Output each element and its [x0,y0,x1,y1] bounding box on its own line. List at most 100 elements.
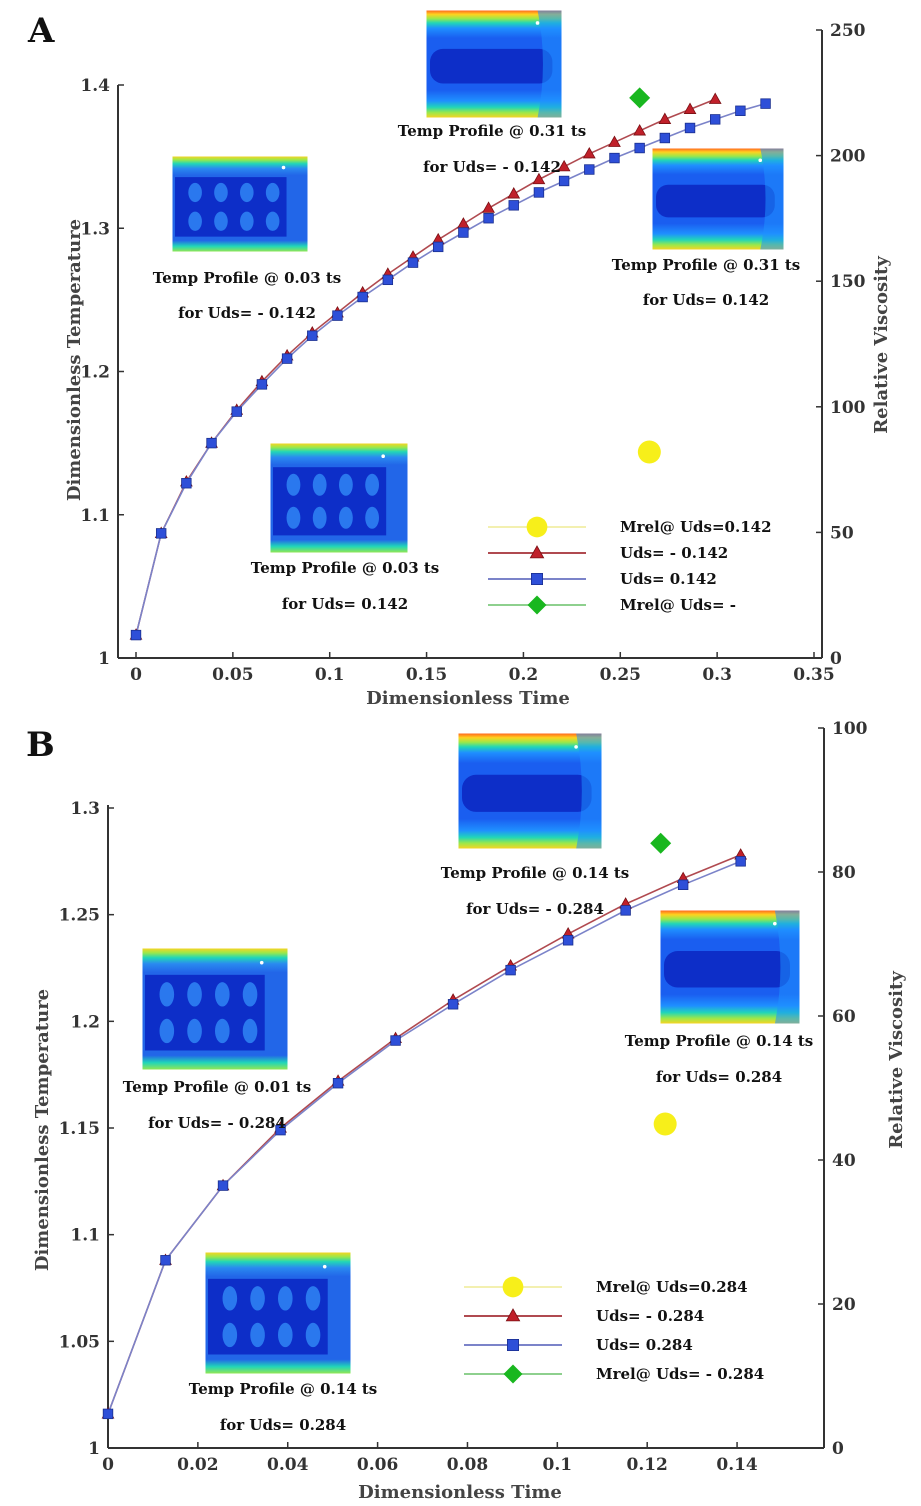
temperature-contour-inset [269,442,409,554]
legend-label: Mrel@ Uds= - [620,596,736,614]
x-tick-label: 0.14 [716,1455,758,1475]
inset-caption: Temp Profile @ 0.14 ts [625,1032,813,1050]
series-1-point [620,905,631,916]
contour-cell [265,182,280,203]
series-1-point [684,122,696,134]
legend-item: Uds= 0.284 [464,1336,693,1354]
inset-caption: for Uds= 0.142 [282,595,408,613]
series-0-point [482,201,495,213]
series-0-point [582,146,596,159]
panel-a-inset-3: Temp Profile @ 0.31 ts for Uds= 0.142 [612,147,800,309]
legend-item: Mrel@ Uds= - [488,595,736,615]
series-1-point [407,257,419,268]
x-tick-label: 0.12 [626,1455,667,1475]
y-tick-label: 1.2 [80,363,110,383]
series-1-point [677,879,689,891]
y-tick-label: 1.1 [80,506,110,526]
x-tick-label: 0.25 [600,665,641,685]
series-1-point [281,353,293,364]
contour-probe-dot [259,960,264,965]
contour-cell [187,982,202,1007]
contour-frame [204,1251,352,1375]
panel-a-y-axis-title: Dimensionless Temperature [64,219,85,501]
panel-b-y2-ticks: 0 20 40 60 80 100 [818,719,868,1459]
series-1-point [735,105,746,116]
series-1-point [508,200,519,211]
series-1-point [584,164,595,175]
legend-item: Uds= 0.142 [488,570,717,588]
x-tick-label: 0.05 [212,665,253,685]
inset-caption: for Uds= 0.284 [220,1416,346,1434]
legend-item: Mrel@ Uds=0.142 [488,516,772,538]
series-1-point [483,213,494,224]
contour-core-band [430,48,553,84]
contour-frame [659,909,801,1025]
legend-marker [529,545,545,559]
series-1-point [562,935,574,946]
inset-caption: Temp Profile @ 0.31 ts [398,122,586,140]
contour-cell [242,982,258,1007]
panel-a-series-markers [129,87,771,641]
contour-probe-dot [322,1264,327,1269]
panel-b: B 0 0.02 0.04 0.06 0.08 0.1 0.12 0.14 11.051.11… [26,719,907,1503]
y-tick-label: 1.15 [59,1119,100,1139]
series-1-point [155,528,167,539]
x-tick-label: 0.04 [267,1455,309,1475]
legend-item: Uds= - 0.284 [464,1307,704,1325]
series-1-point [181,478,192,489]
y-tick-label: 1 [98,649,110,669]
series-1-point [256,379,268,390]
series-1-point [609,152,620,164]
contour-frame [425,9,563,119]
panel-a-inset-1: Temp Profile @ 0.31 ts for Uds= - 0.142 [398,9,586,176]
series-0-point [658,112,672,124]
series-0-point [456,217,470,229]
contour-cell [339,473,353,496]
panel-a-y2-axis-title: Relative Viscosity [871,256,892,434]
series-1-point [160,1255,171,1266]
panel-b-x-ticks: 0 0.02 0.04 0.06 0.08 0.1 0.12 0.14 [102,1442,758,1475]
series-1-point [533,187,545,198]
legend-marker [506,1339,519,1352]
contour-cell [240,182,254,203]
panel-b-x-axis-title: Dimensionless Time [358,1482,562,1503]
inset-caption: Temp Profile @ 0.03 ts [153,269,341,287]
series-1-point [760,98,771,109]
inset-caption: Temp Profile @ 0.31 ts [612,256,800,274]
series-1-point [275,1124,286,1136]
panel-b-inset-4: Temp Profile @ 0.14 ts for Uds= 0.284 [189,1251,377,1434]
panel-letter-b: B [26,725,55,765]
series-0-point [557,159,571,172]
legend-marker [526,516,548,538]
panel-b-y2-axis-title: Relative Viscosity [886,971,907,1149]
legend-label: Mrel@ Uds= - 0.284 [596,1365,764,1383]
temperature-contour-inset [457,732,603,850]
y2-tick-label: 0 [830,649,842,669]
contour-cell [214,182,228,203]
contour-frame [171,155,309,253]
panel-a-inset-2: Temp Profile @ 0.03 ts for Uds= - 0.142 [153,155,341,322]
contour-core-band [656,184,775,218]
contour-cell [305,1322,321,1348]
legend-label: Uds= - 0.284 [596,1307,704,1325]
contour-cell [365,506,380,529]
series-1-point [206,437,217,449]
x-tick-label: 0.1 [315,665,345,685]
contour-frame [651,147,785,251]
panel-a-legend: Mrel@ Uds=0.142 Uds= - 0.142 Uds= 0.142 Mre… [488,516,772,615]
contour-cell [188,182,202,203]
y2-tick-label: 80 [832,863,856,883]
panel-letter-a: A [27,11,55,51]
inset-caption: for Uds= - 0.284 [148,1114,286,1132]
series-1-point [332,1078,344,1089]
panel-a-y2-ticks: 0 50 100 150 200 250 [816,21,866,669]
contour-probe-dot [535,21,540,25]
series-1-point [357,291,368,303]
contour-core-band [664,951,790,988]
series-1-point [231,406,242,417]
legend-label: Uds= - 0.142 [620,544,728,562]
y2-tick-label: 50 [830,523,854,543]
contour-frame [269,442,409,554]
temperature-contour-inset [171,155,309,253]
